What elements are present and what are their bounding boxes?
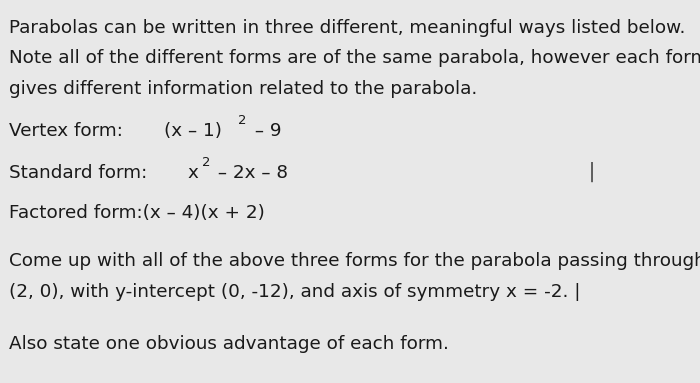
Text: Also state one obvious advantage of each form.: Also state one obvious advantage of each… [9,334,449,352]
Text: 2: 2 [239,114,247,127]
Text: – 9: – 9 [249,122,282,140]
Text: Note all of the different forms are of the same parabola, however each form: Note all of the different forms are of t… [9,49,700,67]
Text: gives different information related to the parabola.: gives different information related to t… [9,80,477,98]
Text: Standard form:: Standard form: [9,164,147,182]
Text: Vertex form:: Vertex form: [9,122,129,140]
Text: x: x [188,164,198,182]
Text: │: │ [587,162,596,182]
Text: Factored form:(x – 4)(x + 2): Factored form:(x – 4)(x + 2) [9,204,265,222]
Text: Come up with all of the above three forms for the parabola passing through: Come up with all of the above three form… [9,252,700,270]
Text: (2, 0), with y-intercept (0, -12), and axis of symmetry x = -2. |: (2, 0), with y-intercept (0, -12), and a… [9,283,580,301]
Text: Parabolas can be written in three different, meaningful ways listed below.: Parabolas can be written in three differ… [9,18,685,36]
Text: – 2x – 8: – 2x – 8 [213,164,288,182]
Text: 2: 2 [202,156,210,169]
Text: (x – 1): (x – 1) [164,122,222,140]
